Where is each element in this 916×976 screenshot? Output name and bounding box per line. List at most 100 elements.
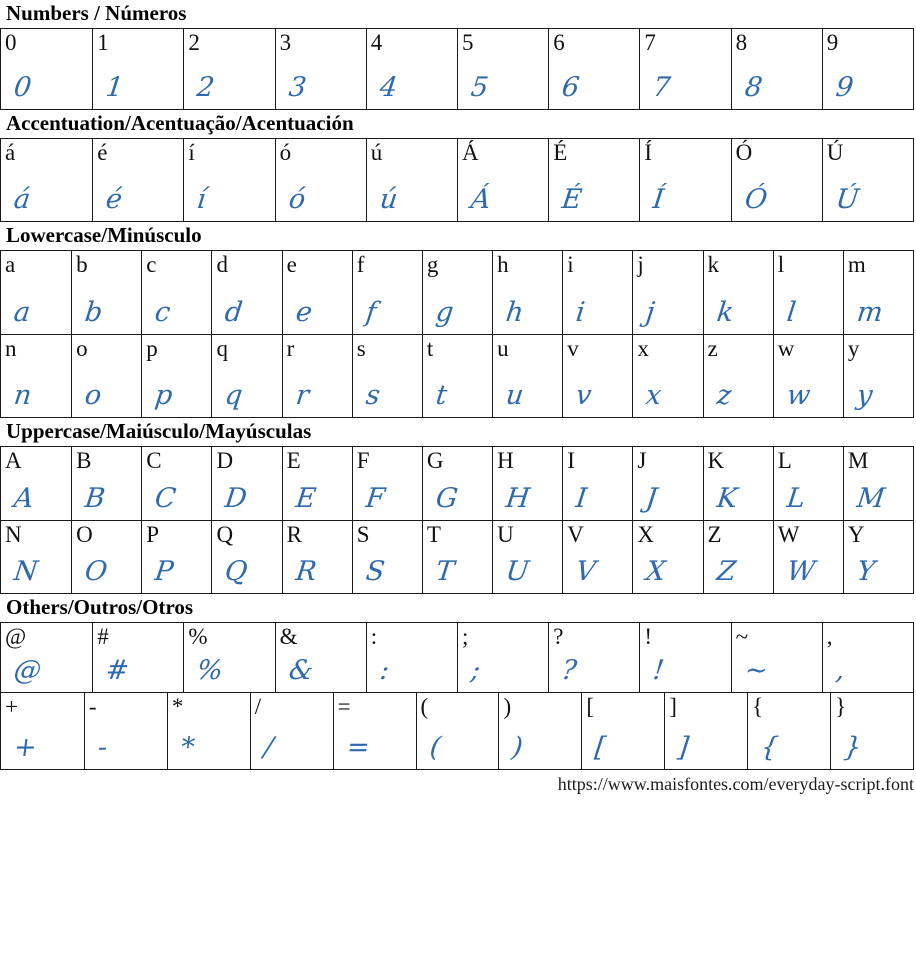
script-character: O [83,556,110,587]
reference-character: [ [586,694,595,719]
script-character: } [842,732,864,763]
reference-character: o [76,336,88,361]
reference-character: 5 [461,30,474,55]
reference-character: y [847,336,860,361]
glyph-cell: ;; [456,623,548,692]
reference-character: l [777,252,785,277]
script-character: & [286,655,315,686]
script-character: M [855,483,887,514]
reference-character: ] [669,694,677,719]
script-character: G [434,483,460,514]
reference-character: N [5,522,22,547]
reference-character: D [216,448,234,473]
script-character: S [363,556,387,587]
reference-character: z [707,336,718,361]
script-character: ; [469,655,483,686]
reference-character: % [188,624,208,649]
reference-character: O [76,522,93,547]
reference-character: q [216,336,228,361]
reference-character: p [146,336,158,361]
script-character: 2 [195,72,217,103]
reference-character: ) [503,694,512,719]
reference-character: 6 [553,30,565,55]
script-character: j [644,297,657,328]
reference-character: m [847,252,866,277]
reference-character: X [637,522,654,547]
script-character: b [83,297,105,328]
reference-character: G [426,448,444,473]
script-character: ! [651,655,667,686]
script-character: - [96,732,109,763]
script-character: v [574,380,594,411]
script-character: Q [223,556,250,587]
script-character: f [363,297,378,328]
reference-character: j [637,252,644,277]
script-character: m [855,297,885,328]
script-character: ] [676,732,691,763]
script-character: = [344,732,372,763]
script-character: Ó [742,184,769,215]
script-character: ú [377,184,400,215]
script-character: n [12,380,34,411]
script-character: 3 [286,72,308,103]
script-character: / [261,732,275,763]
reference-character: Í [644,140,653,165]
reference-character: h [497,252,509,277]
reference-character: W [777,522,800,547]
script-character: B [83,483,107,514]
reference-character: ú [370,140,383,165]
script-character: í [195,184,208,215]
glyph-cell: = = [332,693,416,769]
script-character: [ [593,732,608,763]
glyph-cell: * * [166,693,250,769]
script-character: Z [714,556,738,587]
reference-character: A [5,448,22,473]
script-character: y [855,380,875,411]
reference-character: E [286,448,301,473]
script-character: , [833,655,847,686]
reference-character: x [637,336,649,361]
glyph-cell: @ @ [1,623,92,692]
script-character: { [759,732,781,763]
reference-character: v [567,336,579,361]
section-title: Numbers / Números [6,1,187,25]
reference-character: M [847,448,869,473]
reference-character: k [707,252,720,277]
script-character: I [574,483,589,514]
reference-character: f [356,252,365,277]
reference-character: i [567,252,574,277]
section-title: Others/Outros/Otros [6,595,194,619]
reference-character: + [5,694,18,719]
reference-character: é [97,140,108,165]
script-character: C [153,483,178,514]
